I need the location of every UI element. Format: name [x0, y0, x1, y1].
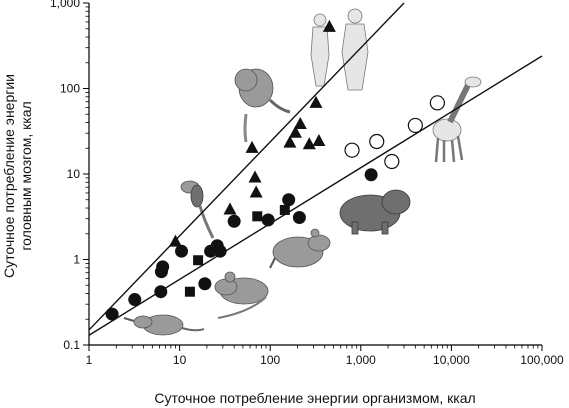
data-point-circle-filled — [227, 214, 241, 228]
x-tick-label: 1,000 — [346, 353, 376, 367]
illustrations — [123, 8, 482, 336]
data-point-circle-open — [384, 153, 400, 170]
data-point-circle-filled — [261, 213, 275, 227]
marmoset-illustration — [180, 180, 215, 239]
rat-illustration — [269, 228, 331, 269]
data-point-triangle — [309, 95, 323, 108]
x-axis-title: Суточное потребление энергии организмом,… — [154, 390, 475, 406]
data-point-square — [279, 204, 290, 215]
data-point-triangle — [288, 125, 302, 138]
y-tick-label: 10 — [67, 167, 81, 181]
data-point-circle-open — [429, 95, 445, 111]
data-point-circle-filled — [292, 210, 306, 224]
data-point-triangle — [322, 19, 336, 32]
data-point-circle-open — [369, 133, 385, 150]
data-point-circle-filled — [364, 168, 378, 182]
data-point-circle-filled — [154, 285, 168, 299]
data-point-triangle — [283, 135, 297, 148]
capybara-illustration — [339, 189, 411, 235]
macaque-illustration — [234, 68, 291, 143]
data-point-square — [184, 286, 195, 297]
data-point-triangle — [245, 140, 259, 153]
x-tick-label: 100,000 — [520, 353, 564, 367]
data-point-triangle — [168, 234, 182, 247]
data-point-triangle — [302, 137, 316, 150]
humans-illustration — [310, 8, 369, 91]
data-point-circle-filled — [105, 307, 119, 321]
y-tick-label: 0.1 — [63, 338, 80, 352]
mouse-illustration — [214, 271, 269, 319]
y-axis-title-line-2: головным мозгом, ккал — [18, 101, 34, 250]
data-point-triangle — [223, 202, 237, 215]
x-tick-label: 100 — [260, 353, 280, 367]
fit-line-triangles — [88, 2, 405, 331]
data-point-triangle — [249, 185, 263, 198]
x-tick-label: 1 — [86, 353, 93, 367]
y-tick-label: 1 — [73, 253, 80, 267]
data-point-triangle — [312, 134, 326, 147]
data-point-circle-filled — [282, 193, 296, 207]
x-tick-label: 10 — [173, 353, 187, 367]
data-point-square — [193, 255, 204, 266]
data-point-circle-filled — [128, 293, 142, 307]
x-tick-label: 10,000 — [433, 353, 470, 367]
data-point-circle-filled — [156, 260, 170, 274]
y-tick-label: 100 — [60, 82, 80, 96]
data-point-circle-open — [344, 142, 360, 158]
giraffe-illustration — [432, 76, 482, 163]
data-point-circle-open — [407, 117, 423, 134]
shrew-illustration — [123, 314, 205, 336]
y-axis-title-line-1: Суточное потребление энергии — [1, 74, 17, 278]
data-point-square — [252, 211, 263, 222]
plot-area: 1 10 100 1,000 10,000 100,000 0.1 1 10 100 1,000 — [50, 0, 564, 367]
data-point-circle-filled — [175, 244, 189, 258]
data-point-circle-filled — [198, 277, 212, 291]
data-point-triangle — [248, 170, 262, 183]
y-tick-label: 1,000 — [50, 0, 80, 10]
data-point-triangle — [293, 116, 307, 129]
data-point-circle-filled — [213, 244, 227, 258]
